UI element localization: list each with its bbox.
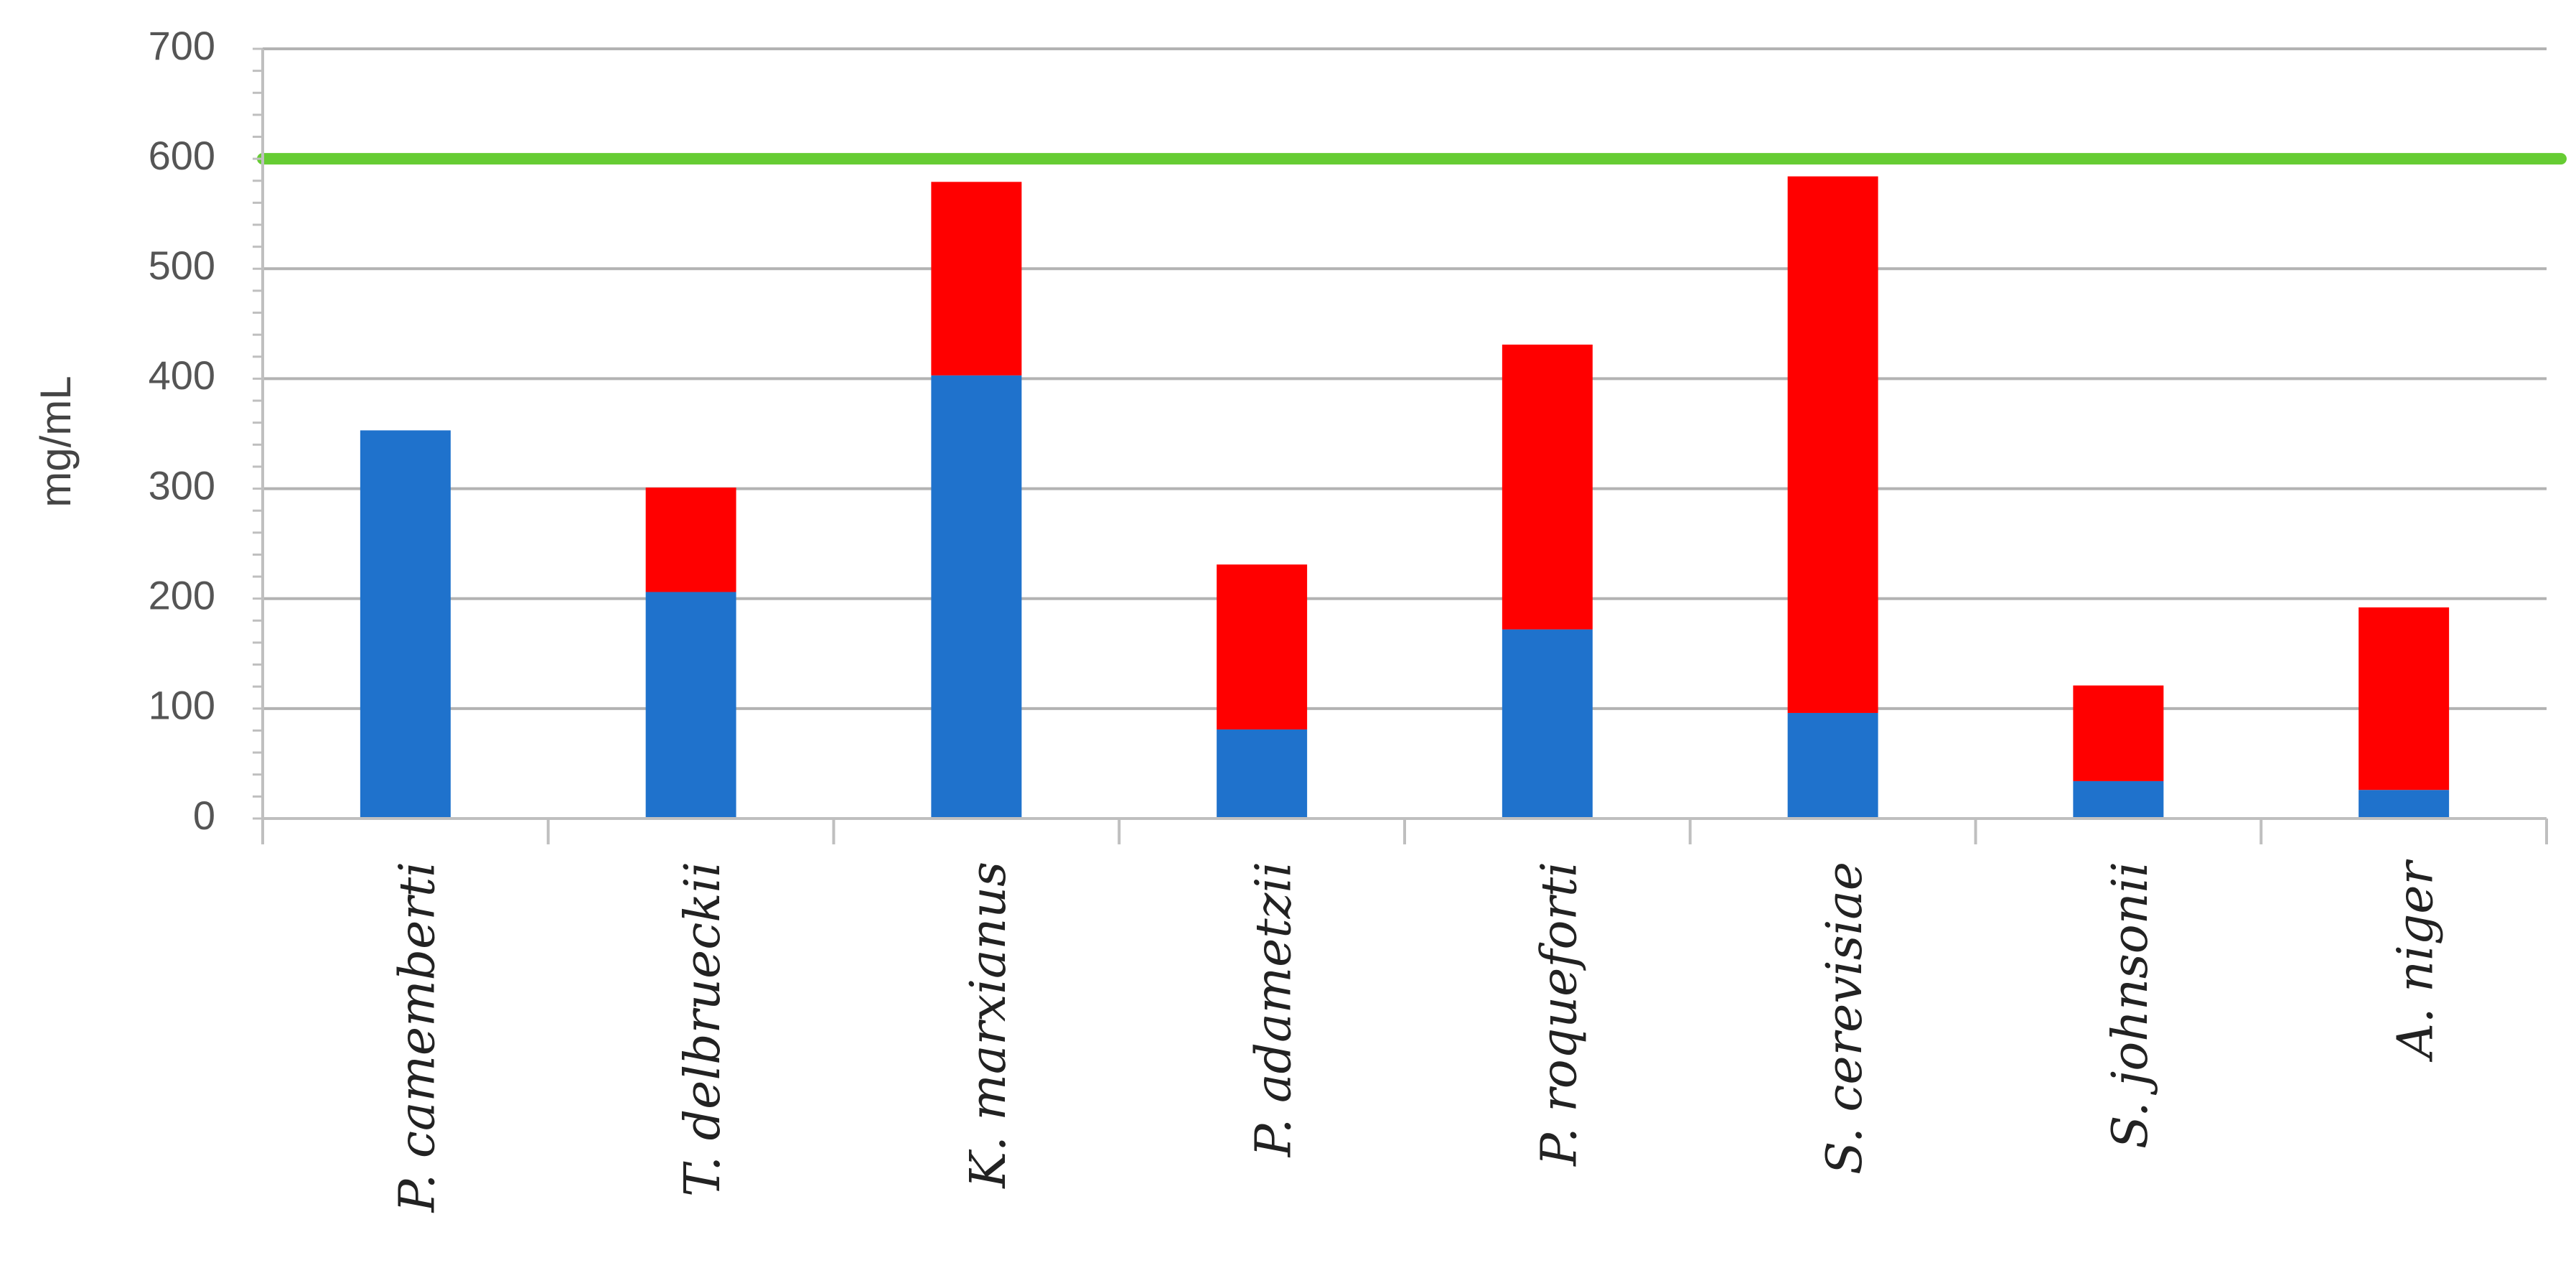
y-tick-label: 600 bbox=[149, 133, 215, 178]
x-category-label: T. delbrueckii bbox=[675, 862, 731, 1197]
bar-segment-blue bbox=[1502, 629, 1593, 819]
x-category-label: P. roqueforti bbox=[1531, 862, 1588, 1167]
y-tick-label: 300 bbox=[149, 462, 215, 508]
bar-segment-red bbox=[931, 182, 1022, 376]
y-tick-label: 200 bbox=[149, 573, 215, 618]
x-category-label: S. cerevisiae bbox=[1817, 862, 1873, 1175]
y-axis-title: mg/mL bbox=[32, 376, 80, 507]
axes bbox=[253, 47, 2548, 844]
bar-segment-blue bbox=[2359, 790, 2450, 819]
bar-segment-red bbox=[1502, 344, 1593, 630]
bar-segment-red bbox=[645, 488, 736, 592]
y-tick-label: 0 bbox=[193, 793, 215, 838]
y-tick-label: 400 bbox=[149, 353, 215, 398]
x-category-label: K. marxianus bbox=[960, 862, 1017, 1190]
gridlines bbox=[263, 47, 2547, 710]
bar-segment-blue bbox=[645, 592, 736, 819]
x-category-label: S. johnsonii bbox=[2102, 862, 2159, 1149]
bar-segment-blue bbox=[1217, 729, 1308, 819]
y-tick-label: 100 bbox=[149, 683, 215, 728]
bar-segment-blue bbox=[1787, 712, 1878, 819]
labels: 0 100 200 300 400 500 600 700 P. camemberti T. de… bbox=[149, 23, 2445, 1214]
x-category-label: A. niger bbox=[2388, 859, 2445, 1063]
y-tick-label: 500 bbox=[149, 243, 215, 288]
bar-segment-red bbox=[2073, 685, 2164, 781]
bar-segment-blue bbox=[360, 430, 451, 819]
x-category-label: P. adametzii bbox=[1246, 862, 1303, 1158]
bar-segment-red bbox=[1787, 176, 1878, 713]
bar-segment-red bbox=[2359, 607, 2450, 791]
bar-segment-blue bbox=[2073, 780, 2164, 819]
x-category-label: P. camemberti bbox=[389, 862, 446, 1213]
bar-segment-red bbox=[1217, 564, 1308, 729]
bar-segment-blue bbox=[931, 375, 1022, 819]
y-tick-label: 700 bbox=[149, 23, 215, 68]
bars bbox=[360, 176, 2450, 819]
